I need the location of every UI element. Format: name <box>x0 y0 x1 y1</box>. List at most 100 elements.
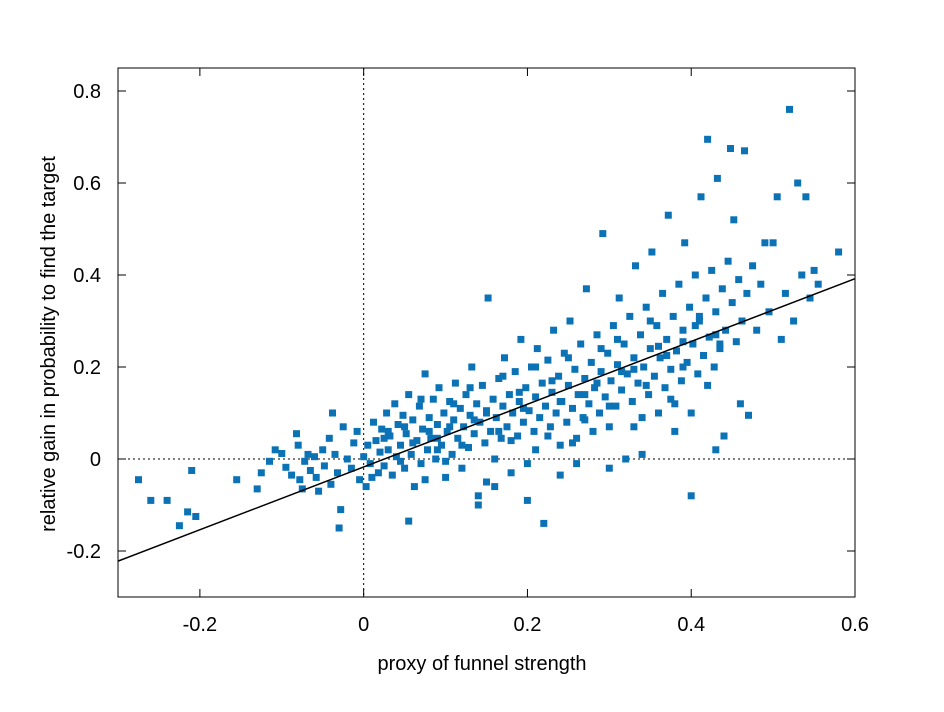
data-point <box>677 377 685 385</box>
data-point <box>495 427 503 435</box>
data-point <box>443 427 451 435</box>
data-point <box>552 409 560 417</box>
data-point <box>802 193 810 201</box>
data-point <box>503 423 511 431</box>
data-point <box>394 421 402 428</box>
data-point <box>700 352 707 359</box>
data-point <box>638 414 646 422</box>
data-point <box>532 363 540 371</box>
data-point <box>525 407 533 415</box>
data-point <box>560 349 568 357</box>
data-point <box>499 402 507 410</box>
data-point <box>288 471 296 479</box>
data-point <box>642 303 650 311</box>
data-point <box>391 400 399 408</box>
data-point <box>315 487 323 495</box>
data-point <box>401 464 409 472</box>
data-point <box>462 391 470 399</box>
data-point <box>392 453 400 461</box>
data-point <box>544 432 552 440</box>
data-point <box>581 416 589 424</box>
data-point <box>599 230 607 238</box>
data-point <box>642 381 650 389</box>
reference-lines <box>118 68 855 597</box>
data-point <box>448 450 456 458</box>
data-point <box>697 193 705 201</box>
data-point <box>356 476 364 484</box>
data-point <box>407 450 415 458</box>
data-point <box>519 418 527 426</box>
data-point <box>523 496 531 504</box>
y-tick-label: -0.2 <box>67 541 101 563</box>
data-point <box>607 377 615 385</box>
data-point <box>523 460 531 468</box>
data-point <box>618 386 626 394</box>
data-point <box>618 368 626 376</box>
data-point <box>640 363 648 371</box>
data-point <box>296 476 304 484</box>
data-point <box>571 365 579 373</box>
data-point <box>564 381 572 389</box>
data-point <box>777 335 785 343</box>
data-point <box>835 248 843 256</box>
data-point <box>421 476 429 484</box>
data-point <box>329 409 336 417</box>
data-point <box>450 400 458 408</box>
data-point <box>343 455 351 463</box>
data-point <box>702 294 710 302</box>
data-point <box>528 363 535 371</box>
data-point <box>605 464 613 472</box>
data-point <box>366 460 374 468</box>
data-point <box>360 453 368 461</box>
data-point <box>429 395 437 403</box>
data-point <box>397 441 404 449</box>
data-point <box>605 423 613 431</box>
data-point <box>569 439 576 447</box>
data-point <box>548 388 556 396</box>
plot-border <box>117 67 856 598</box>
data-point <box>505 391 513 399</box>
data-point <box>743 289 751 297</box>
data-point <box>388 471 396 479</box>
data-point <box>540 519 548 527</box>
data-point <box>424 446 431 454</box>
data-point <box>794 179 802 187</box>
data-point <box>630 423 638 431</box>
data-point <box>581 375 589 382</box>
data-point <box>566 317 574 325</box>
x-tick-label: -0.2 <box>183 614 217 636</box>
data-point <box>298 485 306 493</box>
data-point <box>304 450 312 458</box>
data-point <box>419 425 427 433</box>
data-point <box>438 441 445 449</box>
data-point <box>596 409 603 417</box>
data-point <box>581 391 589 399</box>
data-point <box>446 398 454 405</box>
data-point <box>470 430 478 438</box>
data-point <box>704 135 712 143</box>
y-tick-label: 0.2 <box>73 357 101 379</box>
data-point <box>380 434 388 442</box>
data-point <box>653 322 661 330</box>
data-point <box>320 462 328 470</box>
data-point <box>769 239 777 247</box>
data-point <box>650 372 658 380</box>
data-point <box>306 467 314 474</box>
data-point <box>689 340 697 348</box>
data-point <box>563 418 571 426</box>
data-point <box>417 395 425 403</box>
data-point <box>399 411 407 419</box>
data-point <box>638 450 646 458</box>
data-point <box>544 356 552 364</box>
data-point <box>460 423 468 431</box>
data-point <box>585 400 593 408</box>
data-point <box>271 446 279 454</box>
data-point <box>536 414 544 422</box>
data-point <box>507 437 515 445</box>
data-point <box>501 354 508 362</box>
data-point <box>331 450 339 458</box>
data-point <box>266 457 273 465</box>
data-point <box>577 340 585 348</box>
data-point <box>669 312 677 320</box>
data-point <box>667 365 675 373</box>
